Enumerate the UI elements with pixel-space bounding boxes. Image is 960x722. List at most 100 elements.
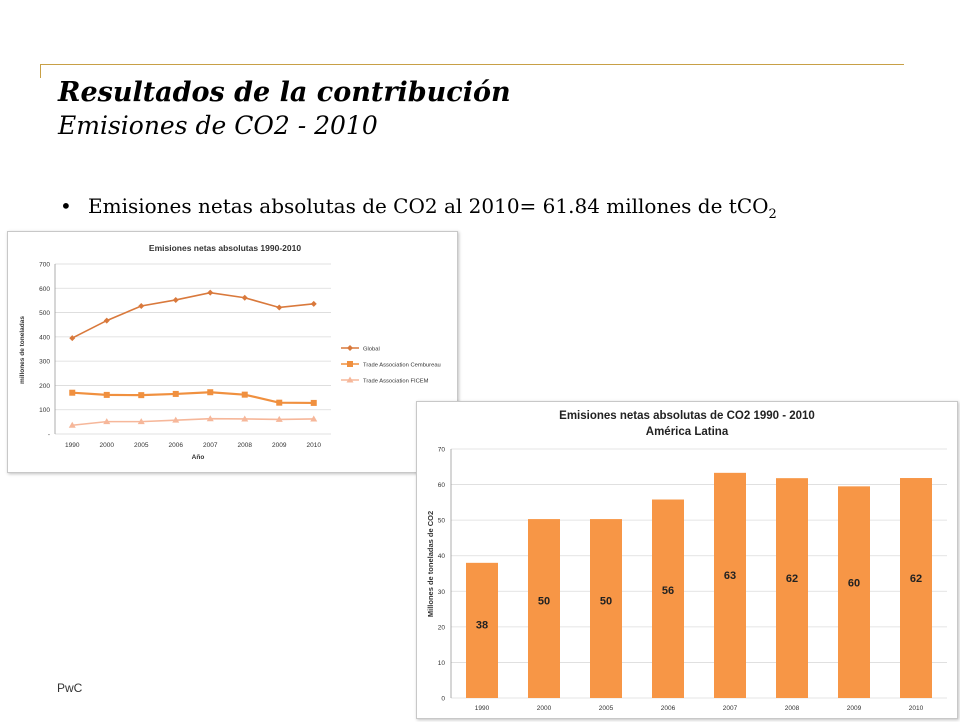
- bar-chart-xtick: 2005: [599, 705, 614, 712]
- slide-subtitle: Emisiones de CO2 - 2010: [58, 111, 378, 140]
- bar: [838, 486, 870, 698]
- line-point: [69, 335, 76, 342]
- bar-data-label: 50: [538, 596, 550, 608]
- bar-data-label: 38: [476, 620, 488, 632]
- line-chart-xtick: 2009: [272, 442, 287, 449]
- line-chart-ytick: 600: [39, 286, 50, 293]
- line-chart: Emisiones netas absolutas 1990-2010 Año …: [7, 231, 458, 473]
- line-point: [310, 415, 318, 422]
- legend-marker: [347, 345, 353, 351]
- line-chart-xtick: 2006: [169, 442, 184, 449]
- footer-brand: PwC: [57, 681, 83, 695]
- line-series-1: [71, 291, 314, 339]
- line-chart-title: Emisiones netas absolutas 1990-2010: [149, 243, 301, 253]
- bar-chart-svg: Emisiones netas absolutas de CO2 1990 - …: [426, 410, 947, 712]
- legend-label: Trade Association FICEM: [363, 379, 429, 385]
- title-rule-tick: [40, 64, 41, 78]
- bar: [528, 519, 560, 698]
- line-series-2: [72, 391, 314, 405]
- bullet-text: Emisiones netas absolutas de CO2 al 2010…: [88, 194, 769, 218]
- line-point: [206, 415, 214, 422]
- line-chart-xtick: 1990: [65, 442, 80, 449]
- bar-chart-ylabel: Millones de toneladas de CO2: [426, 511, 435, 617]
- line-point: [172, 296, 179, 303]
- line-point: [276, 304, 283, 311]
- line-chart-ytick: 400: [39, 334, 50, 341]
- line-point: [276, 399, 283, 406]
- bullet-dot: •: [60, 194, 72, 218]
- line-point: [103, 418, 111, 425]
- bar: [466, 562, 498, 698]
- line-point: [310, 399, 317, 406]
- bar-chart-ytick: 70: [438, 447, 446, 454]
- legend-label: Global: [363, 347, 380, 353]
- line-point: [69, 389, 76, 396]
- legend-label: Trade Association Cembureau: [363, 363, 441, 369]
- line-point: [241, 391, 248, 398]
- bar: [590, 519, 622, 698]
- line-chart-xlabel: Año: [192, 454, 205, 461]
- line-point: [172, 390, 179, 397]
- line-chart-ytick: 200: [39, 383, 50, 390]
- line-point: [103, 317, 110, 324]
- bar-chart-xtick: 1990: [475, 705, 490, 712]
- bar-data-label: 63: [724, 570, 736, 582]
- bar-data-label: 62: [910, 573, 922, 585]
- line-chart-ytick: 100: [39, 407, 50, 414]
- line-series-3: [72, 417, 314, 427]
- line-point: [103, 391, 110, 398]
- bar-chart: Emisiones netas absolutas de CO2 1990 - …: [416, 401, 958, 719]
- bar-data-label: 60: [848, 578, 860, 590]
- line-chart-ytick: -: [48, 432, 50, 439]
- bar-data-label: 50: [600, 596, 612, 608]
- line-point: [310, 300, 317, 307]
- bar: [776, 478, 808, 698]
- bar-chart-xtick: 2006: [661, 705, 676, 712]
- line-chart-xtick: 2000: [100, 442, 115, 449]
- legend-marker: [347, 361, 353, 367]
- line-point: [275, 415, 283, 422]
- line-point: [241, 294, 248, 301]
- line-chart-ylabel: millones de toneladas: [19, 316, 26, 384]
- line-point: [207, 289, 214, 296]
- bar-chart-ytick: 0: [441, 696, 445, 703]
- bullet-subscript: 2: [768, 207, 777, 222]
- line-chart-xtick: 2007: [203, 442, 218, 449]
- bar-chart-xtick: 2009: [847, 705, 862, 712]
- bar-chart-ytick: 60: [438, 482, 446, 489]
- bar-chart-xtick: 2000: [537, 705, 552, 712]
- line-point: [137, 418, 145, 425]
- line-chart-xtick: 2010: [307, 442, 322, 449]
- legend-marker: [346, 376, 354, 383]
- bar-chart-ytick: 50: [438, 518, 446, 525]
- bullet-item: • Emisiones netas absolutas de CO2 al 201…: [60, 194, 777, 222]
- title-rule: [40, 64, 904, 65]
- bar-chart-subtitle: América Latina: [646, 426, 729, 438]
- bar-chart-xtick: 2010: [909, 705, 924, 712]
- slide-title: Resultados de la contribución: [58, 77, 511, 108]
- line-point: [68, 421, 76, 428]
- bar: [900, 478, 932, 698]
- bar-chart-ytick: 20: [438, 624, 446, 631]
- bar-data-label: 56: [662, 585, 674, 597]
- bar-data-label: 62: [786, 573, 798, 585]
- line-chart-xtick: 2008: [238, 442, 253, 449]
- bar-chart-title: Emisiones netas absolutas de CO2 1990 - …: [559, 410, 815, 422]
- line-point: [207, 389, 214, 396]
- line-chart-ytick: 700: [39, 262, 50, 269]
- bar: [714, 472, 746, 698]
- line-chart-svg: Emisiones netas absolutas 1990-2010 Año …: [19, 243, 441, 461]
- bar-chart-xtick: 2008: [785, 705, 800, 712]
- line-chart-ytick: 500: [39, 310, 50, 317]
- line-point: [241, 415, 249, 422]
- bar: [652, 499, 684, 698]
- slide-title-block: Resultados de la contribución Emisiones …: [58, 76, 918, 142]
- line-point: [172, 416, 180, 423]
- bar-chart-xtick: 2007: [723, 705, 738, 712]
- line-chart-ytick: 300: [39, 359, 50, 366]
- line-point: [138, 303, 145, 310]
- bar-chart-ytick: 10: [438, 660, 446, 667]
- bar-chart-ytick: 40: [438, 553, 446, 560]
- line-chart-xtick: 2005: [134, 442, 149, 449]
- line-point: [138, 392, 145, 399]
